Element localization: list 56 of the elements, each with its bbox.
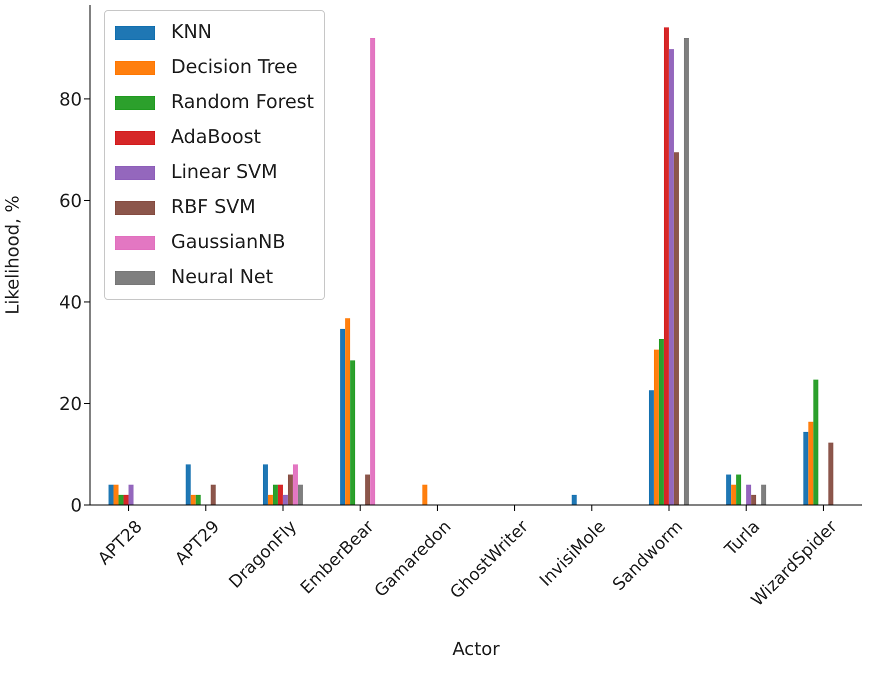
y-axis-title: Likelihood, % (2, 195, 24, 315)
bar (186, 464, 191, 505)
bar (190, 494, 196, 505)
bar (365, 474, 370, 505)
legend-label: KNN (171, 20, 212, 45)
bar (262, 464, 268, 505)
bar (282, 494, 288, 505)
bar (422, 484, 428, 505)
legend-label: Decision Tree (171, 55, 298, 80)
bar (731, 484, 736, 505)
bar (114, 484, 119, 505)
bar (808, 422, 814, 505)
bar (736, 474, 742, 505)
bar (751, 494, 756, 505)
bar (746, 484, 752, 505)
y-tick-label: 60 (59, 190, 82, 212)
bar (813, 380, 818, 505)
bar (298, 484, 303, 505)
bar (340, 328, 346, 505)
bar (196, 494, 201, 505)
bar (674, 152, 679, 505)
bar (370, 38, 376, 505)
bar (128, 484, 134, 505)
legend-label: Random Forest (171, 90, 314, 115)
legend-label: AdaBoost (171, 125, 261, 150)
bar (345, 318, 350, 505)
bar (210, 484, 216, 505)
bar (278, 484, 283, 505)
legend-label: GaussianNB (171, 230, 286, 255)
legend-label: Linear SVM (171, 160, 278, 185)
legend-label: Neural Net (171, 265, 274, 290)
y-tick-label: 80 (59, 89, 82, 110)
y-tick-label: 40 (59, 292, 82, 314)
bar (288, 474, 293, 505)
bar (828, 442, 834, 505)
bar (726, 474, 732, 505)
bar (108, 484, 114, 505)
y-tick-label: 20 (59, 394, 82, 415)
bar (803, 432, 808, 505)
legend-label: RBF SVM (171, 195, 256, 220)
bar (572, 494, 577, 505)
bar (668, 49, 674, 505)
bar (350, 360, 356, 505)
bar (761, 484, 766, 505)
bar (118, 494, 124, 505)
bar (292, 464, 298, 505)
bar (654, 350, 659, 505)
bar (648, 390, 654, 505)
bar (684, 38, 689, 505)
bar (272, 484, 278, 505)
bar (664, 27, 669, 505)
x-axis-title: Actor (452, 639, 500, 660)
bar (124, 494, 129, 505)
bar (268, 494, 273, 505)
y-tick-label: 0 (70, 495, 82, 516)
bar (658, 339, 664, 505)
